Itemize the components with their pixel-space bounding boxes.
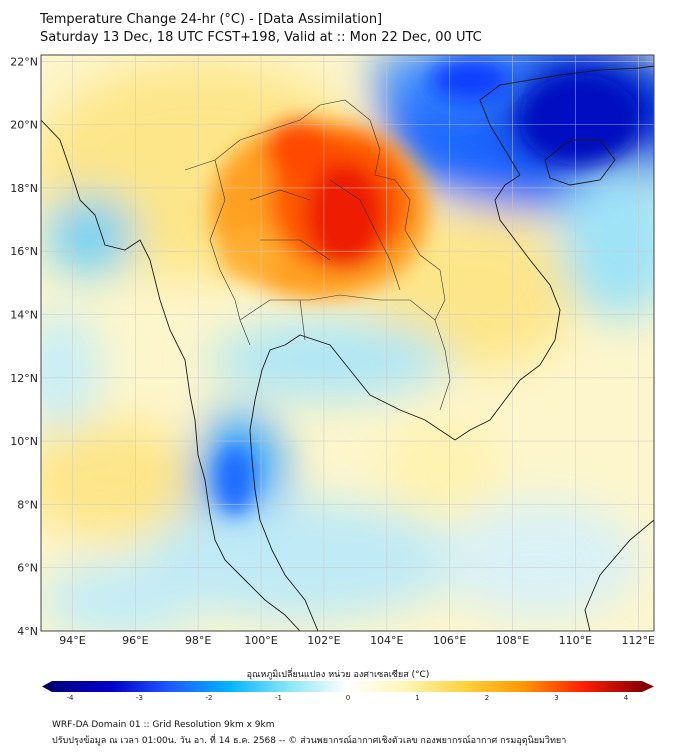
colorbar-tick-label: 3 (554, 694, 558, 702)
colorbar-min-arrow (42, 681, 52, 692)
graticule (41, 55, 654, 632)
lon-label: 94°E (59, 634, 85, 647)
anomaly-field (41, 55, 654, 631)
lon-label: 110°E (559, 634, 592, 647)
colorbar-tick-label: -4 (67, 694, 75, 702)
colorbar: -4 -3 -2 -1 0 1 2 3 4 (42, 681, 654, 702)
longitude-labels: 94°E 96°E 98°E 100°E 102°E 104°E 106°E 108°E 110… (59, 634, 655, 647)
lat-label: 16°N (10, 245, 38, 258)
coastlines (41, 65, 654, 631)
lat-label: 22°N (10, 55, 38, 68)
lon-label: 96°E (122, 634, 148, 647)
lon-label: 108°E (496, 634, 529, 647)
colorbar-tick-label: 0 (346, 694, 350, 702)
colorbar-tick-label: -2 (206, 694, 213, 702)
lat-label: 6°N (17, 562, 38, 575)
colorbar-tick-label: 4 (624, 694, 629, 702)
footer-domain: WRF-DA Domain 01 :: Grid Resolution 9km … (52, 720, 275, 730)
colorbar-tick-label: -1 (275, 694, 282, 702)
lat-label: 8°N (17, 498, 38, 511)
footer-credit: ปรับปรุงข้อมูล ณ เวลา 01:00น. วัน อา. ที… (52, 736, 567, 746)
map-title: Temperature Change 24-hr (°C) - [Data As… (40, 12, 383, 27)
colorbar-max-arrow (642, 681, 654, 692)
lon-label: 104°E (370, 634, 403, 647)
lat-label: 12°N (10, 372, 38, 385)
map-subtitle: Saturday 13 Dec, 18 UTC FCST+198, Valid … (40, 30, 482, 45)
lat-label: 18°N (10, 182, 38, 195)
colorbar-tick-label: 2 (485, 694, 489, 702)
map-frame (40, 54, 655, 632)
latitude-labels: 22°N 20°N 18°N 16°N 14°N 12°N 10°N 8°N 6°N 4°N (10, 55, 38, 638)
lat-label: 4°N (17, 625, 38, 638)
lat-label: 20°N (10, 119, 38, 132)
lat-label: 14°N (10, 309, 38, 322)
colorbar-label: อุณหภูมิเปลี่ยนแปลง หน่วย องศาเซลเซียส (… (246, 670, 430, 680)
lon-label: 100°E (244, 634, 277, 647)
country-borders (184, 99, 451, 411)
colorbar-gradient (52, 681, 642, 692)
colorbar-tick-label: 1 (415, 694, 419, 702)
lon-label: 102°E (307, 634, 340, 647)
lon-label: 112°E (622, 634, 655, 647)
lat-label: 10°N (10, 435, 38, 448)
lon-label: 98°E (185, 634, 211, 647)
lon-label: 106°E (433, 634, 466, 647)
colorbar-tick-label: -3 (136, 694, 143, 702)
